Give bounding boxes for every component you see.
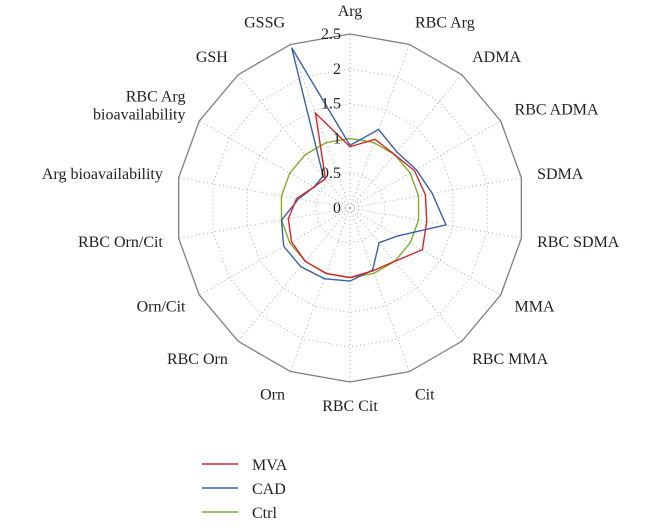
grid-spoke — [178, 207, 351, 239]
category-label: Orn/Cit — [137, 299, 186, 316]
category-label: SDMA — [537, 166, 584, 183]
category-label: RBC Orn — [167, 351, 228, 368]
category-label: RBC SDMA — [537, 234, 620, 251]
category-label: RBC MMA — [472, 351, 548, 368]
tick-label: 1 — [333, 130, 341, 147]
tick-label: 0 — [333, 200, 341, 217]
legend: MVA CAD Ctrl — [202, 457, 288, 522]
radial-tick-labels: 0 0.5 1 1.5 2 2.5 — [321, 26, 341, 217]
category-label: Arg bioavailability — [42, 166, 163, 183]
category-label: GSSG — [244, 14, 285, 31]
grid-spoke — [199, 207, 351, 296]
tick-label: 1.5 — [321, 96, 341, 113]
grid-spoke — [349, 207, 501, 296]
category-label: MMA — [515, 299, 555, 316]
category-label: Arg — [338, 3, 363, 20]
grid-spoke — [349, 177, 522, 209]
grid-spoke — [349, 74, 463, 209]
category-label: ADMA — [472, 49, 521, 66]
outer-frame — [177, 33, 523, 383]
radar-series — [280, 47, 447, 282]
legend-label-mva: MVA — [252, 457, 288, 474]
legend-label-cad: CAD — [252, 481, 286, 498]
grid-spoke — [349, 207, 463, 342]
category-label: RBC Cit — [322, 398, 378, 415]
category-labels: Arg RBC Arg ADMA RBC ADMA SDMA RBC SDMA MMA RBC… — [42, 3, 620, 415]
category-label: RBC ADMA — [515, 102, 599, 119]
radar-grid — [177, 33, 523, 383]
tick-label: 0.5 — [321, 165, 341, 182]
grid-spoke — [349, 44, 410, 209]
grid-spoke — [290, 207, 351, 372]
grid-spoke — [237, 207, 351, 342]
grid-ring — [315, 172, 385, 244]
tick-label: 2 — [333, 61, 341, 78]
grid-spoke — [290, 44, 351, 209]
grid-spoke — [349, 207, 410, 372]
category-label: RBC Orn/Cit — [78, 234, 163, 251]
series-line-mva — [287, 111, 428, 279]
grid-spoke — [237, 74, 351, 209]
legend-label-ctrl: Ctrl — [252, 505, 277, 522]
grid-spoke — [349, 207, 522, 239]
category-label: GSH — [196, 49, 228, 66]
grid-spoke — [178, 177, 351, 209]
category-label: RBC Arg bioavailability — [93, 89, 185, 124]
category-label: Orn — [260, 387, 285, 404]
category-label: Cit — [415, 387, 435, 404]
category-label: RBC Arg — [415, 14, 475, 31]
grid-spoke — [349, 120, 501, 209]
tick-label: 2.5 — [321, 26, 341, 43]
grid-spoke — [199, 120, 351, 209]
